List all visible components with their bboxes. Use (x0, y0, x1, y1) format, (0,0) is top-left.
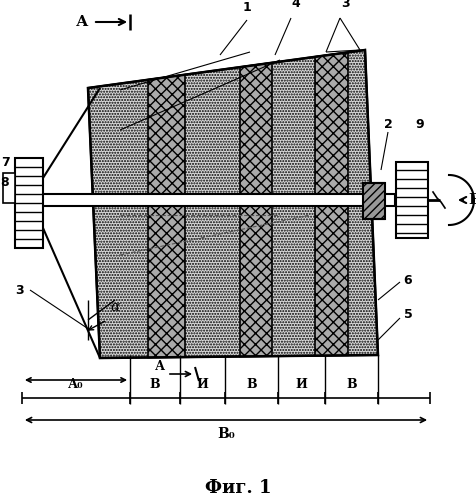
Text: В₀: В₀ (217, 427, 235, 441)
Text: В: В (149, 378, 160, 391)
Text: 9: 9 (416, 118, 424, 132)
Text: А: А (76, 15, 88, 29)
Text: 1: 1 (243, 1, 251, 14)
Text: И: И (197, 378, 208, 391)
Text: α: α (110, 300, 119, 314)
Text: Фиг. 1: Фиг. 1 (205, 479, 271, 497)
Text: 3: 3 (16, 284, 24, 296)
Text: А₀: А₀ (68, 378, 84, 391)
Polygon shape (148, 74, 185, 358)
Text: В: В (346, 378, 357, 391)
Text: 2: 2 (384, 118, 392, 132)
Text: В: В (246, 378, 257, 391)
Polygon shape (315, 52, 348, 356)
Text: 5: 5 (404, 308, 412, 322)
Text: Б: Б (468, 193, 476, 207)
Text: 4: 4 (292, 0, 300, 10)
Bar (15, 158, 43, 248)
Polygon shape (240, 63, 272, 356)
Polygon shape (3, 173, 15, 203)
Text: 6: 6 (404, 274, 412, 286)
Text: 8: 8 (0, 176, 10, 190)
Text: 3: 3 (341, 0, 349, 10)
Bar (396, 162, 428, 238)
Polygon shape (88, 50, 378, 358)
Bar (30, 194, 395, 206)
Text: И: И (296, 378, 307, 391)
Bar (363, 183, 385, 219)
Text: А: А (155, 360, 165, 372)
Text: 7: 7 (0, 156, 10, 168)
